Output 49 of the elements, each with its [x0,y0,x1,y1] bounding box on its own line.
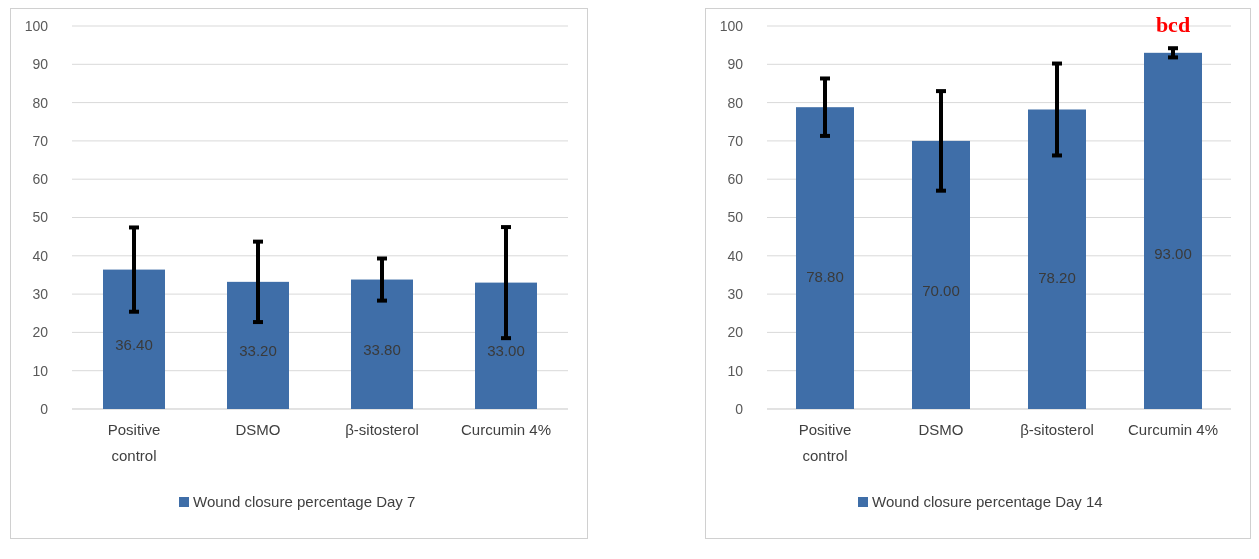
legend-label: Wound closure percentage Day 7 [193,493,416,510]
y-tick-label: 70 [727,132,744,149]
bar [1028,109,1086,409]
x-tick-label: β-sitosterol [1020,421,1094,438]
data-label: 78.80 [806,268,844,286]
data-label: 93.00 [1154,245,1192,263]
y-tick-label: 60 [727,171,744,188]
x-tick-label: DSMO [235,421,281,438]
legend-label: Wound closure percentage Day 14 [872,493,1103,510]
y-tick-label: 90 [727,56,744,73]
data-label: 70.00 [922,282,960,300]
x-tick-label: Positive control [107,421,161,464]
x-tick-label: DSMO [918,421,964,438]
y-tick-label: 100 [719,17,744,34]
y-tick-label: 50 [727,209,744,226]
y-tick-label: 20 [727,324,744,341]
x-tick-label: Curcumin 4% [460,421,552,438]
data-label: 33.20 [239,341,277,359]
y-tick-label: 30 [727,286,744,302]
data-label: 33.80 [363,340,401,358]
y-tick-label: 80 [32,94,49,111]
y-tick-label: 0 [735,400,744,417]
y-tick-label: 30 [32,286,49,302]
y-tick-label: 50 [32,209,49,226]
annotation: bcd [1155,12,1191,37]
y-tick-label: 40 [32,247,49,264]
y-tick-label: 60 [32,171,49,188]
bar [912,140,970,409]
bar [227,281,289,409]
bar [796,107,854,409]
y-tick-label: 10 [32,362,49,379]
y-tick-label: 80 [727,94,744,111]
y-tick-label: 10 [727,362,744,379]
data-label: 78.20 [1038,269,1076,287]
bar [351,279,413,409]
y-tick-label: 70 [32,132,49,149]
y-tick-label: 100 [24,17,49,34]
y-tick-label: 0 [40,400,49,417]
y-tick-label: 20 [32,324,49,341]
y-tick-label: 90 [32,56,49,73]
bar [103,269,165,409]
bar [1144,52,1202,409]
y-tick-label: 40 [727,247,744,264]
bar [475,282,537,409]
data-label: 36.40 [115,336,153,354]
x-tick-label: Curcumin 4% [1127,421,1219,438]
x-tick-label: Positive control [798,421,852,464]
x-tick-label: β-sitosterol [345,421,419,438]
data-label: 33.00 [487,341,525,359]
